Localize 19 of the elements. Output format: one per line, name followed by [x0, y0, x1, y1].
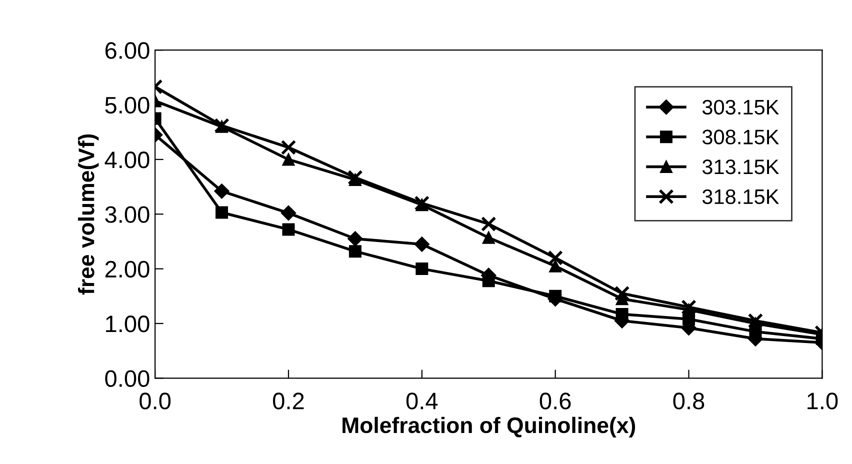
y-tick-label: 3.00 — [105, 206, 150, 223]
x-tick-label: 0.6 — [540, 392, 571, 410]
y-tick-label: 0.00 — [105, 370, 150, 387]
x-tick-label: 1.0 — [808, 392, 838, 410]
legend-label: 318.15K — [702, 189, 780, 204]
y-axis-title: free volume(Vf) — [78, 134, 99, 295]
x-tick-label: 0.8 — [673, 392, 704, 410]
y-tick-label: 2.00 — [105, 260, 150, 278]
y-tick-label: 4.00 — [104, 152, 150, 168]
x-tick-label: 0.4 — [406, 392, 438, 410]
legend-label: 308.15K — [702, 130, 780, 144]
y-tick-label: 5.00 — [105, 96, 150, 114]
x-tick-label: 0.0 — [140, 392, 171, 410]
legend-label: 313.15K — [702, 159, 780, 174]
x-axis-title: Molefraction of Quinoline(x) — [342, 416, 636, 438]
legend-label: 303.15K — [702, 100, 780, 115]
y-tick-label: 1.00 — [106, 316, 150, 332]
x-tick-label: 0.2 — [273, 392, 304, 410]
y-tick-label: 6.00 — [105, 42, 150, 59]
